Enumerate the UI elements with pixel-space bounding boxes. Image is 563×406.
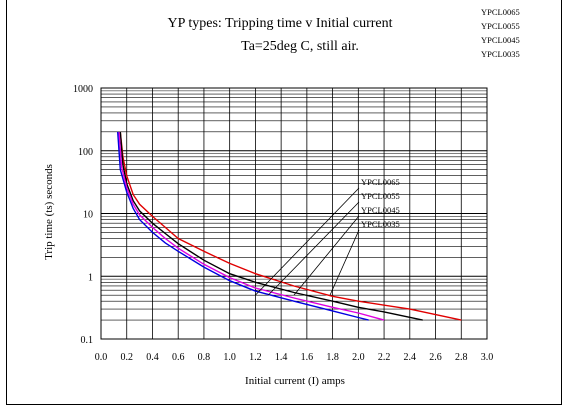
- chart-title: YP types: Tripping time v Initial curren…: [167, 16, 392, 31]
- x-tick-label: 2.8: [455, 352, 468, 363]
- annotation-label: YPCL0045: [361, 205, 400, 215]
- x-tick-label: 1.6: [301, 352, 314, 363]
- y-tick-label: 10: [83, 210, 93, 221]
- x-tick-label: 2.6: [429, 352, 442, 363]
- series-line-ypcl0065: [119, 131, 462, 321]
- x-axis-ticks: 0.0 0.2 0.4 0.6 0.8 1.0 1.2 1.4 1.6 1.8 2.0 2.2 2.4 2…: [95, 352, 494, 363]
- series-line-ypcl0045: [118, 131, 385, 321]
- legend-item: YPCL0065: [481, 7, 520, 17]
- series-line-ypcl0055: [119, 131, 423, 321]
- x-tick-label: 1.4: [275, 352, 288, 363]
- series-line-ypcl0035: [117, 131, 369, 321]
- x-tick-label: 0.8: [198, 352, 211, 363]
- x-tick-label: 0.4: [146, 352, 159, 363]
- legend-item: YPCL0055: [481, 21, 520, 31]
- annotation-leader-line: [255, 187, 360, 296]
- chart-frame: [6, 0, 562, 405]
- annotation-label: YPCL0055: [361, 191, 400, 201]
- y-axis-ticks: 0.1 1 10 100 1000: [73, 84, 93, 346]
- legend-item: YPCL0045: [481, 35, 520, 45]
- x-tick-label: 2.2: [378, 352, 391, 363]
- x-tick-label: 2.0: [352, 352, 365, 363]
- plot-area-border: [100, 87, 488, 340]
- plot-border: [100, 87, 488, 340]
- x-tick-label: 1.8: [326, 352, 339, 363]
- x-tick-label: 2.4: [404, 352, 417, 363]
- y-tick-label: 1000: [73, 84, 93, 95]
- x-tick-label: 1.2: [249, 352, 262, 363]
- annotation-leader-line: [329, 229, 360, 296]
- y-tick-label: 1: [88, 272, 93, 283]
- chart-subtitle: Ta=25deg C, still air.: [241, 39, 359, 54]
- y-tick-label: 0.1: [81, 335, 94, 346]
- annotation-leader-line: [293, 215, 360, 296]
- x-axis-label: Initial current (I) amps: [245, 375, 345, 387]
- annotation-leader-line: [267, 201, 360, 296]
- annotation-label: YPCL0035: [361, 219, 400, 229]
- annotation-label: YPCL0065: [361, 177, 400, 187]
- x-tick-label: 0.0: [95, 352, 108, 363]
- legend-item: YPCL0035: [481, 49, 520, 59]
- series-lines: [117, 131, 462, 321]
- legend: YPCL0065 YPCL0055 YPCL0045 YPCL0035: [481, 7, 520, 59]
- y-tick-label: 100: [78, 147, 93, 158]
- x-tick-label: 0.6: [172, 352, 185, 363]
- x-tick-label: 1.0: [223, 352, 236, 363]
- y-axis-label: Trip time (ts) seconds: [43, 164, 55, 260]
- curve-annotations: YPCL0065 YPCL0055 YPCL0045 YPCL0035: [255, 177, 400, 296]
- x-tick-label: 0.2: [120, 352, 133, 363]
- x-tick-label: 3.0: [481, 352, 494, 363]
